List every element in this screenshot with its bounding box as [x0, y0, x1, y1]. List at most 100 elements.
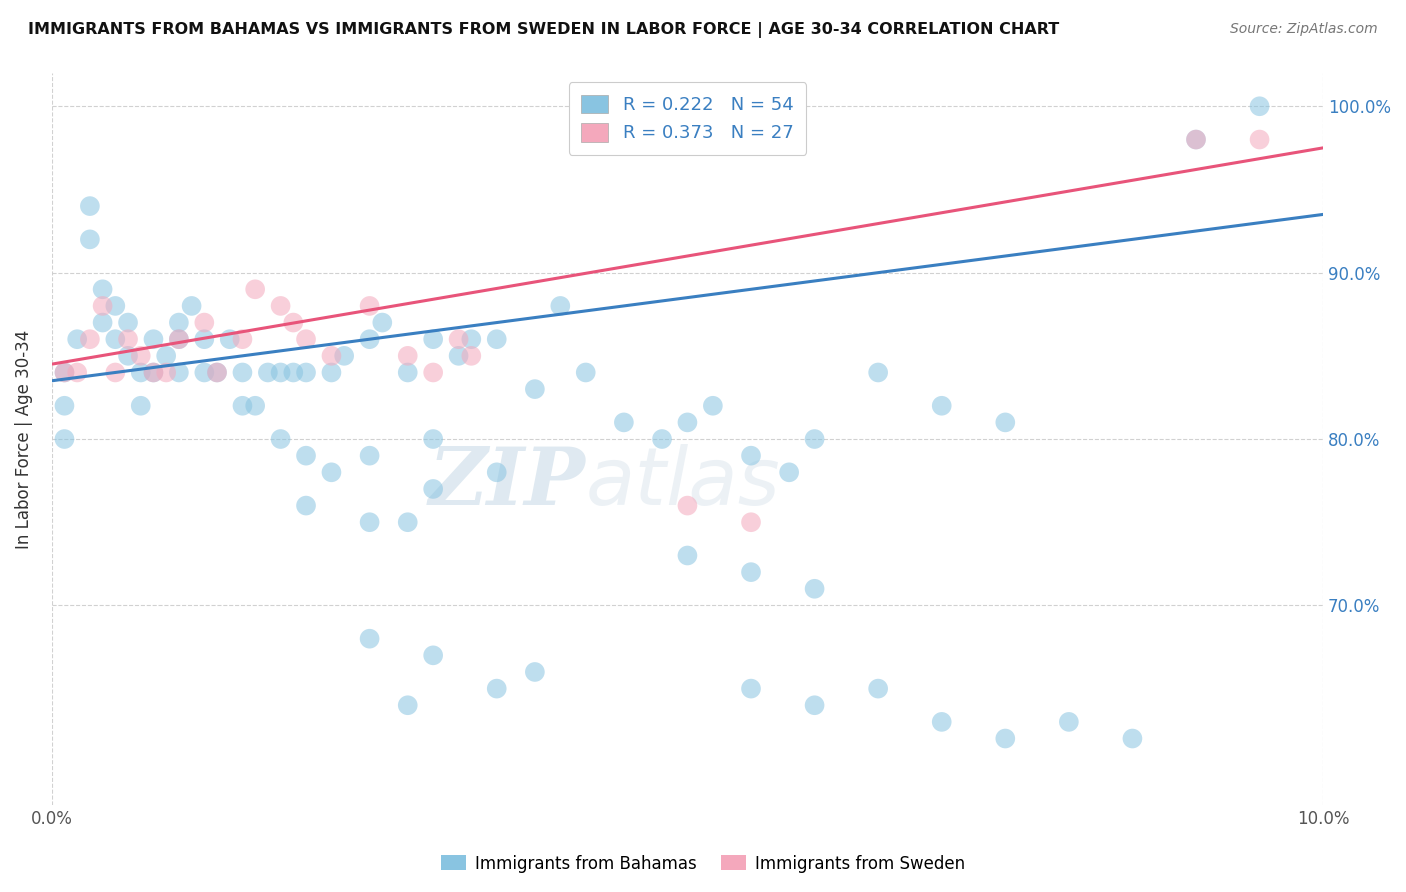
Legend: R = 0.222   N = 54, R = 0.373   N = 27: R = 0.222 N = 54, R = 0.373 N = 27: [568, 82, 806, 155]
Point: [676, 549, 699, 563]
Point: [422, 366, 444, 380]
Point: [359, 332, 381, 346]
Point: [931, 399, 953, 413]
Point: [180, 299, 202, 313]
Point: [142, 366, 165, 380]
Point: [396, 698, 419, 713]
Point: [231, 399, 253, 413]
Point: [994, 416, 1017, 430]
Point: [740, 515, 762, 529]
Point: [91, 282, 114, 296]
Point: [447, 349, 470, 363]
Point: [422, 432, 444, 446]
Point: [321, 366, 343, 380]
Point: [155, 366, 177, 380]
Point: [994, 731, 1017, 746]
Point: [295, 499, 318, 513]
Point: [778, 465, 800, 479]
Point: [740, 449, 762, 463]
Point: [523, 382, 546, 396]
Point: [270, 366, 292, 380]
Point: [91, 299, 114, 313]
Legend: Immigrants from Bahamas, Immigrants from Sweden: Immigrants from Bahamas, Immigrants from…: [434, 848, 972, 880]
Point: [1249, 99, 1271, 113]
Point: [485, 681, 508, 696]
Point: [1057, 714, 1080, 729]
Point: [283, 366, 305, 380]
Point: [702, 399, 724, 413]
Point: [79, 332, 101, 346]
Point: [79, 199, 101, 213]
Point: [485, 465, 508, 479]
Point: [422, 332, 444, 346]
Point: [193, 332, 215, 346]
Point: [396, 349, 419, 363]
Text: IMMIGRANTS FROM BAHAMAS VS IMMIGRANTS FROM SWEDEN IN LABOR FORCE | AGE 30-34 COR: IMMIGRANTS FROM BAHAMAS VS IMMIGRANTS FR…: [28, 22, 1059, 38]
Point: [117, 349, 139, 363]
Point: [205, 366, 228, 380]
Point: [740, 565, 762, 579]
Point: [550, 299, 572, 313]
Point: [129, 399, 152, 413]
Point: [167, 332, 190, 346]
Point: [803, 432, 825, 446]
Point: [575, 366, 598, 380]
Point: [321, 465, 343, 479]
Point: [333, 349, 356, 363]
Point: [613, 416, 636, 430]
Point: [359, 449, 381, 463]
Point: [371, 316, 394, 330]
Point: [359, 632, 381, 646]
Point: [167, 366, 190, 380]
Point: [104, 299, 127, 313]
Point: [117, 316, 139, 330]
Point: [460, 332, 482, 346]
Point: [257, 366, 280, 380]
Point: [104, 366, 127, 380]
Point: [205, 366, 228, 380]
Point: [129, 366, 152, 380]
Point: [283, 316, 305, 330]
Text: atlas: atlas: [586, 444, 780, 522]
Point: [243, 282, 266, 296]
Point: [295, 332, 318, 346]
Point: [66, 366, 89, 380]
Text: ZIP: ZIP: [429, 444, 586, 522]
Point: [193, 316, 215, 330]
Point: [1121, 731, 1143, 746]
Point: [218, 332, 240, 346]
Point: [1185, 132, 1208, 146]
Point: [676, 416, 699, 430]
Point: [193, 366, 215, 380]
Point: [53, 432, 76, 446]
Point: [321, 349, 343, 363]
Point: [53, 399, 76, 413]
Point: [396, 366, 419, 380]
Point: [422, 482, 444, 496]
Point: [142, 332, 165, 346]
Point: [447, 332, 470, 346]
Point: [460, 349, 482, 363]
Point: [243, 399, 266, 413]
Point: [651, 432, 673, 446]
Point: [231, 332, 253, 346]
Point: [396, 515, 419, 529]
Y-axis label: In Labor Force | Age 30-34: In Labor Force | Age 30-34: [15, 329, 32, 549]
Point: [91, 316, 114, 330]
Point: [129, 349, 152, 363]
Point: [231, 366, 253, 380]
Point: [523, 665, 546, 679]
Point: [422, 648, 444, 663]
Text: Source: ZipAtlas.com: Source: ZipAtlas.com: [1230, 22, 1378, 37]
Point: [868, 681, 890, 696]
Point: [803, 582, 825, 596]
Point: [868, 366, 890, 380]
Point: [66, 332, 89, 346]
Point: [167, 316, 190, 330]
Point: [117, 332, 139, 346]
Point: [104, 332, 127, 346]
Point: [485, 332, 508, 346]
Point: [803, 698, 825, 713]
Point: [53, 366, 76, 380]
Point: [53, 366, 76, 380]
